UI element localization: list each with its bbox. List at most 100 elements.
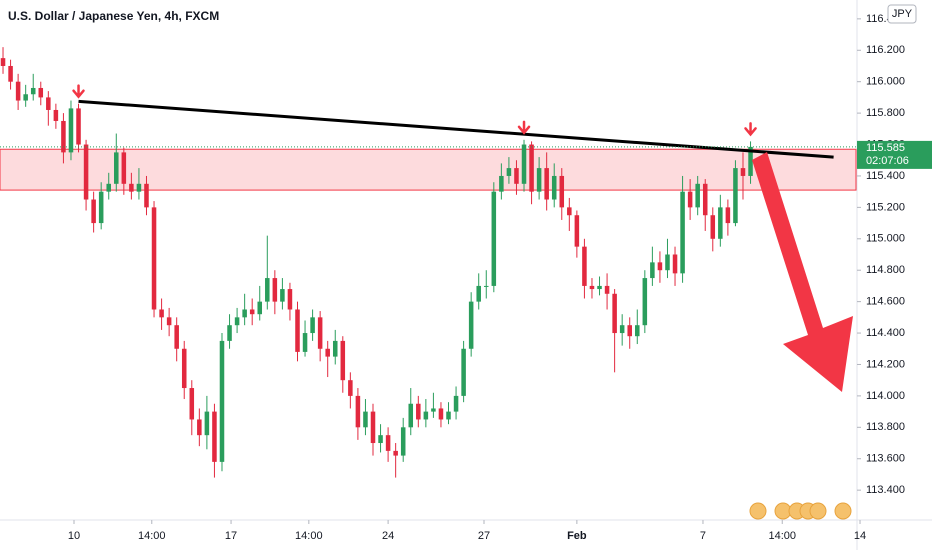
candle-body <box>725 207 731 224</box>
forecast-arrow <box>752 152 853 392</box>
candle-body <box>423 411 429 420</box>
candle-body <box>687 191 693 208</box>
candle-body <box>680 191 685 274</box>
resistance-zone <box>0 148 857 191</box>
candle-body <box>476 285 481 302</box>
candle-body <box>121 152 127 184</box>
candle-body <box>189 388 195 420</box>
chart-title: U.S. Dollar / Japanese Yen, 4h, FXCM <box>8 9 219 23</box>
candle-body <box>416 403 421 420</box>
candle-body <box>385 435 391 451</box>
candle-body <box>393 450 398 456</box>
candle-body <box>544 168 549 200</box>
candle-body <box>272 278 278 302</box>
candle-body <box>378 435 383 444</box>
candle-body <box>748 146 753 176</box>
candle-body <box>249 309 255 315</box>
x-tick-label: 7 <box>700 530 706 542</box>
candle-body <box>650 262 655 279</box>
candle-body <box>453 395 459 412</box>
candle-body <box>53 109 59 121</box>
countdown-label: 02:07:06 <box>866 155 909 167</box>
candle-body <box>76 108 81 145</box>
candle-body <box>642 278 648 326</box>
candle-body <box>106 183 111 192</box>
candle-body <box>174 325 179 349</box>
event-icon <box>749 502 767 520</box>
candle-body <box>627 325 632 337</box>
y-tick-label: 115.400 <box>866 170 905 182</box>
y-tick-label: 115.200 <box>866 201 905 213</box>
candle-body <box>15 81 21 101</box>
candle-body <box>181 348 187 389</box>
currency-label: JPY <box>892 8 913 20</box>
candle-body <box>280 289 285 302</box>
candle-body <box>718 207 723 239</box>
x-tick-label: 10 <box>68 530 80 542</box>
y-tick-label: 115.000 <box>866 233 905 245</box>
candle-body <box>483 285 489 287</box>
y-tick-label: 114.800 <box>866 264 905 276</box>
candle-body <box>619 325 625 334</box>
trendline <box>78 99 834 159</box>
candle-body <box>151 207 157 310</box>
candle-body <box>461 348 466 396</box>
candle-body <box>325 348 330 357</box>
candle-body <box>234 317 240 326</box>
candle-body <box>227 325 232 341</box>
candle-body <box>265 278 270 302</box>
candle-body <box>468 301 474 349</box>
candle-body <box>740 168 746 176</box>
candle-body <box>295 309 300 352</box>
candle-body <box>340 340 346 381</box>
last-price-box <box>857 140 932 169</box>
candle-body <box>514 168 519 184</box>
peak-marker <box>72 84 85 99</box>
candle-body <box>0 58 6 66</box>
candle-body <box>559 175 565 208</box>
candle-body <box>302 333 308 352</box>
plot-area <box>0 47 857 478</box>
peak-marker <box>744 122 757 137</box>
candle-body <box>536 168 542 192</box>
candle-body <box>733 168 738 224</box>
x-tick-label: 14 <box>854 530 866 542</box>
candle-body <box>287 289 293 310</box>
candle-body <box>363 411 368 428</box>
candle-body <box>521 144 527 184</box>
x-tick-label: Feb <box>567 530 587 542</box>
candle-body <box>136 183 142 192</box>
candle-body <box>310 317 315 334</box>
candle-body <box>114 152 119 184</box>
flag-icons <box>749 502 852 520</box>
y-tick-label: 114.600 <box>866 296 905 308</box>
candle-body <box>408 403 414 428</box>
candle-body <box>159 309 164 318</box>
candle-body <box>38 87 44 98</box>
candle-body <box>597 285 602 290</box>
candle-body <box>491 191 497 286</box>
candle-body <box>567 207 572 216</box>
currency-badge <box>887 4 917 24</box>
candle-body <box>710 215 716 239</box>
candle-body <box>657 262 663 271</box>
candle-body <box>91 199 96 224</box>
candle-body <box>68 108 74 153</box>
event-icon <box>809 502 827 520</box>
x-tick-label: 27 <box>478 530 490 542</box>
candle-body <box>242 309 247 318</box>
candle-body <box>204 411 210 436</box>
x-tick-label: 14:00 <box>768 530 796 542</box>
candle-body <box>574 215 580 247</box>
y-tick-label: 113.400 <box>866 484 905 496</box>
candle-body <box>612 293 617 334</box>
y-tick-label: 113.600 <box>866 453 905 465</box>
x-tick-label: 14:00 <box>295 530 323 542</box>
candle-body <box>257 301 263 315</box>
candle-body <box>23 94 28 101</box>
candle-body <box>332 340 338 357</box>
candle-body <box>665 254 670 271</box>
y-tick-label: 115.800 <box>866 107 905 119</box>
candle-body <box>61 120 66 153</box>
